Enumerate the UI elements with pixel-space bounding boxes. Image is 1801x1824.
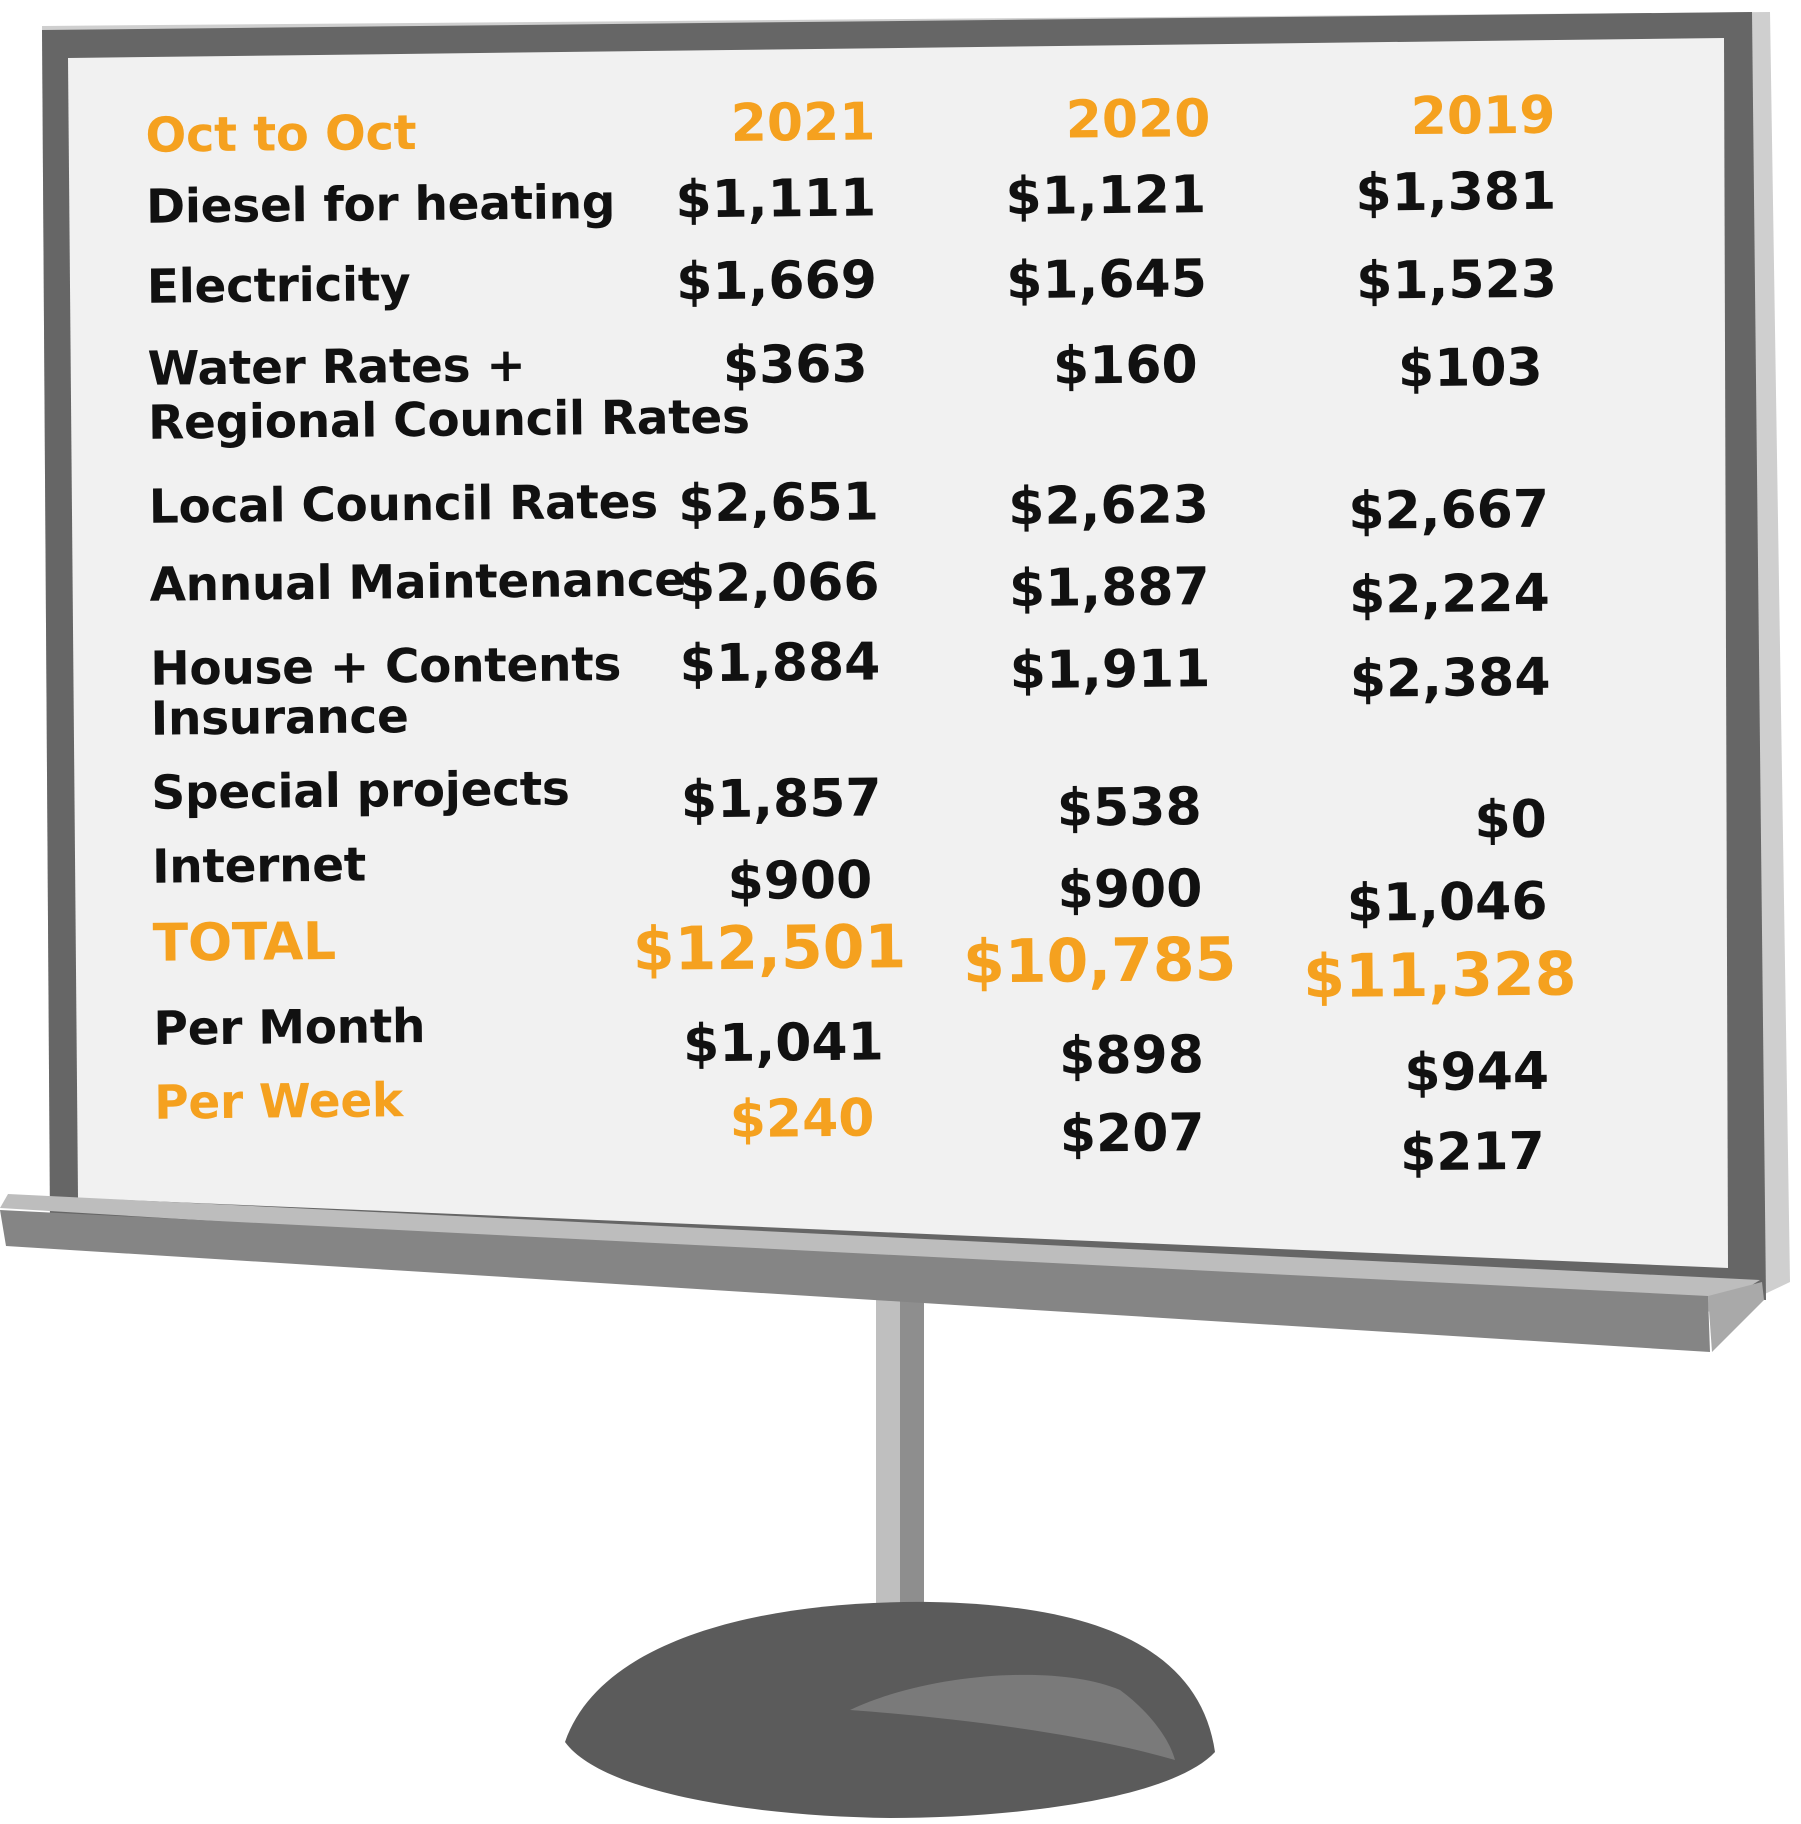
row-value-water-2020: $160 bbox=[1052, 335, 1198, 397]
row-value-insurance-2021: $1,884 bbox=[679, 632, 881, 695]
screen-table: Oct to Oct 2021 2020 2019 Diesel for hea… bbox=[115, 64, 1685, 1210]
row-label-local-council: Local Council Rates bbox=[148, 474, 659, 535]
total-value-2020: $10,785 bbox=[962, 924, 1237, 998]
per-week-value-2019: $217 bbox=[1399, 1121, 1546, 1184]
total-value-2021: $12,501 bbox=[632, 912, 907, 985]
per-month-value-2020: $898 bbox=[1058, 1025, 1205, 1087]
per-month-value-2021: $1,041 bbox=[682, 1012, 884, 1075]
row-value-insurance-2020: $1,911 bbox=[1009, 639, 1211, 702]
board-screen bbox=[68, 38, 1728, 1268]
row-label-maintenance: Annual Maintenance bbox=[149, 552, 687, 613]
row-value-internet-2019: $1,046 bbox=[1346, 871, 1548, 934]
board-tray bbox=[0, 1210, 1710, 1352]
row-value-special-2019: $0 bbox=[1474, 789, 1548, 851]
row-value-local-council-2021: $2,651 bbox=[677, 472, 880, 535]
row-value-local-council-2019: $2,667 bbox=[1348, 479, 1550, 542]
per-week-value-2021: $240 bbox=[729, 1088, 875, 1150]
row-value-water-2021: $363 bbox=[722, 334, 868, 396]
row-value-diesel-2019: $1,381 bbox=[1355, 161, 1557, 224]
row-label-internet: Internet bbox=[151, 837, 367, 895]
total-value-2019: $11,328 bbox=[1302, 939, 1577, 1013]
total-label: TOTAL bbox=[152, 911, 337, 974]
row-value-electricity-2019: $1,523 bbox=[1355, 249, 1558, 312]
stand-base-highlight bbox=[850, 1674, 1175, 1760]
row-label-electricity: Electricity bbox=[146, 257, 411, 315]
row-label-water-rates-line2: Regional Council Rates bbox=[147, 389, 750, 451]
year-2021: 2021 bbox=[730, 92, 876, 154]
row-value-special-2020: $538 bbox=[1056, 777, 1202, 839]
row-value-special-2021: $1,857 bbox=[680, 768, 882, 831]
row-value-diesel-2020: $1,121 bbox=[1005, 165, 1207, 228]
row-value-maintenance-2020: $1,887 bbox=[1008, 557, 1210, 620]
row-value-internet-2021: $900 bbox=[727, 850, 873, 912]
board-tray-end bbox=[1708, 1282, 1764, 1352]
per-month-label: Per Month bbox=[153, 998, 426, 1057]
year-2019: 2019 bbox=[1410, 85, 1556, 148]
row-value-water-2019: $103 bbox=[1397, 337, 1543, 400]
per-month-value-2019: $944 bbox=[1404, 1041, 1550, 1104]
row-label-water-rates: Water Rates + bbox=[147, 337, 526, 397]
per-week-value-2020: $207 bbox=[1059, 1103, 1205, 1165]
per-week-label: Per Week bbox=[153, 1073, 404, 1131]
row-label-insurance-line2: Insurance bbox=[150, 689, 409, 747]
row-label-diesel: Diesel for heating bbox=[145, 175, 616, 235]
row-label-special-projects: Special projects bbox=[151, 761, 570, 821]
row-value-electricity-2020: $1,645 bbox=[1005, 249, 1208, 312]
row-value-internet-2020: $900 bbox=[1057, 859, 1203, 921]
header-label: Oct to Oct bbox=[145, 104, 417, 164]
row-value-diesel-2021: $1,111 bbox=[675, 168, 877, 231]
row-value-local-council-2020: $2,623 bbox=[1007, 475, 1210, 538]
row-value-maintenance-2021: $2,066 bbox=[678, 552, 880, 615]
row-value-maintenance-2019: $2,224 bbox=[1348, 563, 1551, 626]
row-value-insurance-2019: $2,384 bbox=[1349, 647, 1551, 710]
row-value-electricity-2021: $1,669 bbox=[675, 250, 878, 313]
year-2020: 2020 bbox=[1065, 89, 1211, 151]
